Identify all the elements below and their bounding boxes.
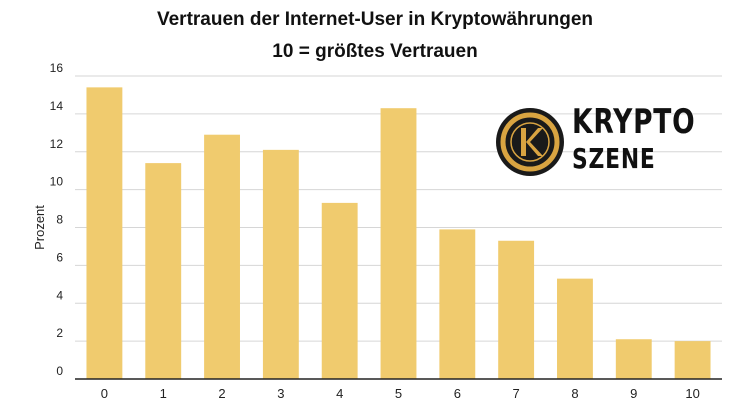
x-tick-label: 8: [571, 386, 578, 401]
x-tick-label: 9: [630, 386, 637, 401]
bar: [262, 149, 299, 379]
x-tick-label: 7: [513, 386, 520, 401]
x-tick-label: 3: [277, 386, 284, 401]
y-tick-label: 2: [56, 326, 63, 340]
logo-emblem-icon: [496, 108, 564, 176]
x-tick-label: 6: [454, 386, 461, 401]
bar: [498, 240, 535, 379]
y-tick-label: 4: [56, 288, 63, 302]
x-tick-label: 1: [160, 386, 167, 401]
x-tick-label: 0: [101, 386, 108, 401]
chart-subtitle: 10 = größtes Vertrauen: [272, 41, 478, 62]
y-tick-label: 12: [50, 137, 64, 151]
bar: [86, 87, 123, 380]
y-tick-label: 8: [56, 213, 63, 227]
x-tick-label: 10: [685, 386, 699, 401]
chart-title: Vertrauen der Internet-User in Kryptowäh…: [156, 9, 594, 30]
krypto-szene-logo: KRYPTO SZENE: [494, 102, 696, 182]
bar: [380, 108, 417, 379]
logo-text-krypto: KRYPTO: [572, 102, 696, 142]
x-tick-label: 4: [336, 386, 343, 401]
y-tick-label: 6: [56, 250, 63, 264]
bar: [321, 202, 358, 379]
logo-text-szene: SZENE: [572, 142, 656, 175]
y-tick-label: 0: [56, 364, 63, 378]
y-tick-label: 14: [50, 99, 64, 113]
bar: [615, 339, 652, 379]
bar: [674, 341, 711, 379]
bar: [439, 229, 476, 379]
y-tick-label: 16: [50, 61, 64, 75]
x-tick-label: 2: [218, 386, 225, 401]
bar: [204, 134, 240, 379]
bar: [145, 163, 182, 379]
x-tick-label: 5: [395, 386, 402, 401]
y-tick-label: 10: [50, 175, 64, 189]
y-axis-label: Prozent: [32, 205, 47, 250]
bar: [557, 278, 593, 379]
